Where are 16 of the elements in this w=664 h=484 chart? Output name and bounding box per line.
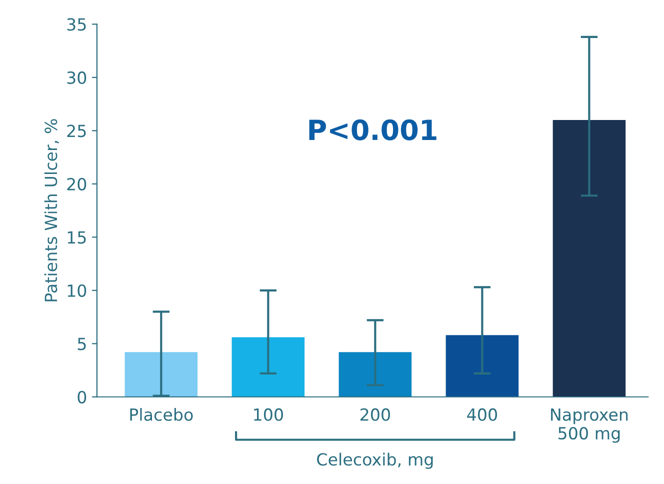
x-tick-label: 200 xyxy=(360,408,390,421)
y-tick-label: 15 xyxy=(68,231,86,244)
y-tick-label: 25 xyxy=(67,124,86,138)
y-tick-label: 0 xyxy=(78,390,86,404)
annotation: P<0.001 xyxy=(309,119,436,140)
y-tick-label: 30 xyxy=(67,71,86,84)
text: Celecoxib, mg xyxy=(317,452,433,469)
x-tick-label: Naproxen 500 mg xyxy=(551,408,628,443)
x-tick-label: 100 xyxy=(254,408,283,421)
y-tick-label: 5 xyxy=(78,338,86,350)
y-tick-label: 20 xyxy=(67,178,86,190)
x-tick-label: 400 xyxy=(467,408,497,421)
x-tick-label: Placebo xyxy=(130,408,193,421)
y-axis-title: Patients With Ulcer, % xyxy=(44,119,59,302)
y-tick-label: 35 xyxy=(67,18,86,31)
y-tick-label: 10 xyxy=(68,284,86,297)
